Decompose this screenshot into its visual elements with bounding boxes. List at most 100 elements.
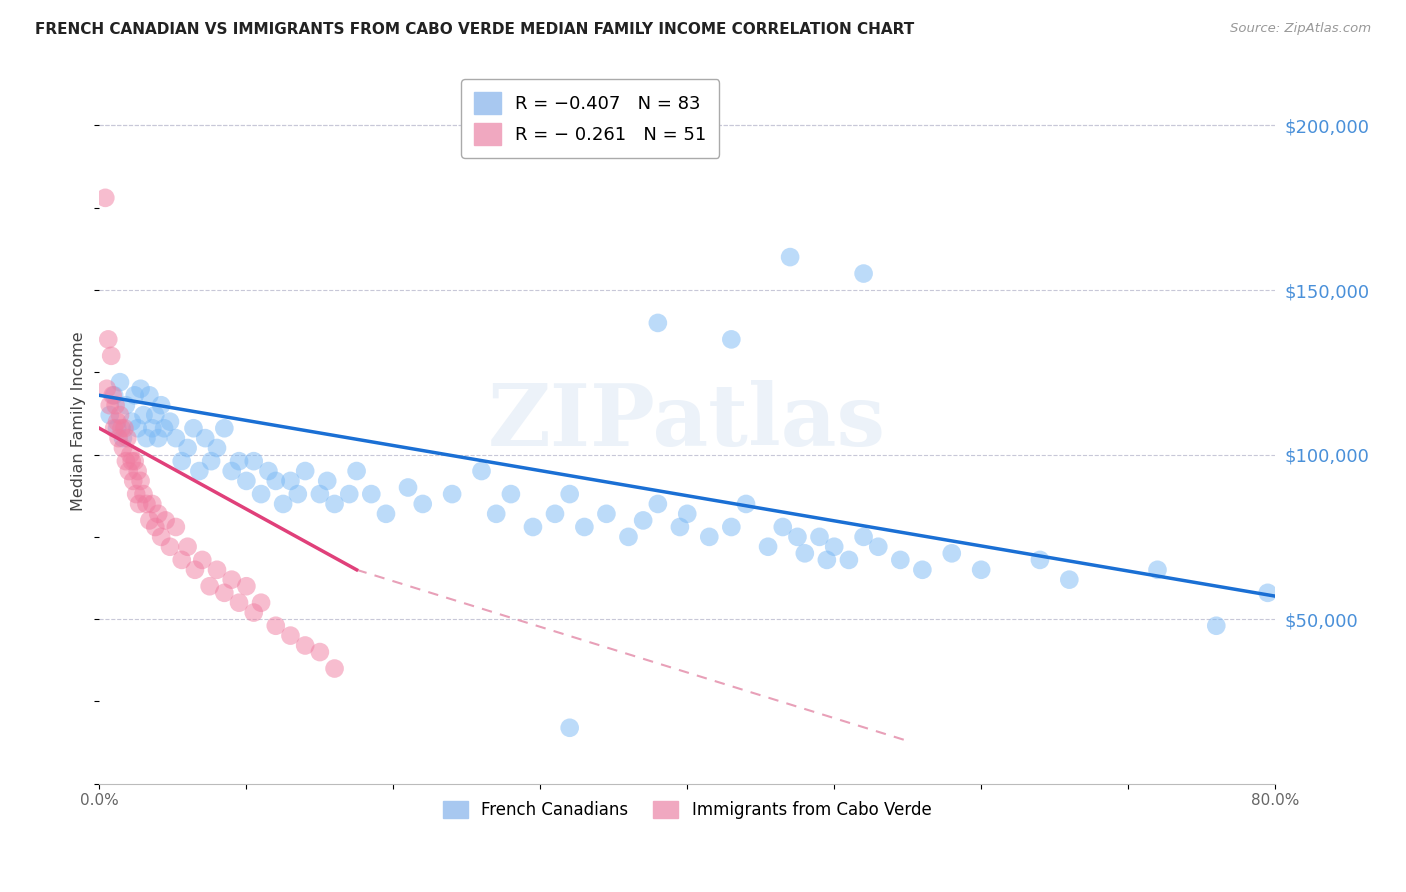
Point [148,431,170,445]
Point [676,507,699,521]
Point [112,421,135,435]
Point [264,619,287,633]
Point [1029,553,1052,567]
Point [221,573,243,587]
Point [235,474,257,488]
Point [135,431,157,445]
Point [98,398,121,412]
Point [815,553,838,567]
Point [117,431,139,445]
Point [470,464,492,478]
Text: Source: ZipAtlas.com: Source: ZipAtlas.com [1230,22,1371,36]
Point [141,421,163,435]
Point [111,431,134,445]
Point [94,191,117,205]
Point [103,388,125,402]
Point [250,487,273,501]
Point [98,408,121,422]
Point [441,487,464,501]
Point [522,520,544,534]
Point [128,497,150,511]
Point [308,645,330,659]
Point [852,267,875,281]
Point [271,497,294,511]
Point [868,540,890,554]
Point [176,441,198,455]
Point [129,382,152,396]
Point [647,497,669,511]
Point [793,546,815,560]
Point [165,431,187,445]
Point [176,540,198,554]
Point [242,606,264,620]
Point [264,474,287,488]
Point [115,398,138,412]
Point [101,388,124,402]
Point [132,408,155,422]
Point [375,507,398,521]
Point [697,530,720,544]
Point [184,563,207,577]
Point [200,454,222,468]
Point [889,553,911,567]
Point [323,497,346,511]
Point [294,639,316,653]
Point [105,415,128,429]
Point [1059,573,1081,587]
Point [153,421,176,435]
Point [103,421,125,435]
Point [242,454,264,468]
Point [127,421,149,435]
Point [823,540,845,554]
Point [107,431,129,445]
Point [124,388,146,402]
Point [1146,563,1168,577]
Text: FRENCH CANADIAN VS IMMIGRANTS FROM CABO VERDE MEDIAN FAMILY INCOME CORRELATION C: FRENCH CANADIAN VS IMMIGRANTS FROM CABO … [35,22,914,37]
Point [129,474,152,488]
Point [756,540,779,554]
Point [280,474,302,488]
Point [108,408,131,422]
Point [595,507,617,521]
Point [135,497,157,511]
Point [808,530,831,544]
Point [170,553,193,567]
Point [558,721,581,735]
Point [110,421,132,435]
Point [720,332,742,346]
Point [287,487,309,501]
Point [1205,619,1227,633]
Point [191,553,214,567]
Point [228,596,250,610]
Point [143,520,166,534]
Point [228,454,250,468]
Point [499,487,522,501]
Point [941,546,963,560]
Point [257,464,280,478]
Point [132,487,155,501]
Point [143,408,166,422]
Point [120,448,142,462]
Point [150,530,173,544]
Point [280,629,302,643]
Point [125,487,148,501]
Point [118,464,141,478]
Point [183,421,205,435]
Point [250,596,273,610]
Point [138,388,160,402]
Point [574,520,596,534]
Point [558,487,581,501]
Point [720,520,742,534]
Point [316,474,339,488]
Point [852,530,875,544]
Point [194,431,217,445]
Point [115,454,138,468]
Point [772,520,794,534]
Point [412,497,434,511]
Point [122,474,145,488]
Point [127,464,149,478]
Point [198,579,221,593]
Point [148,507,170,521]
Point [121,454,143,468]
Point [155,513,177,527]
